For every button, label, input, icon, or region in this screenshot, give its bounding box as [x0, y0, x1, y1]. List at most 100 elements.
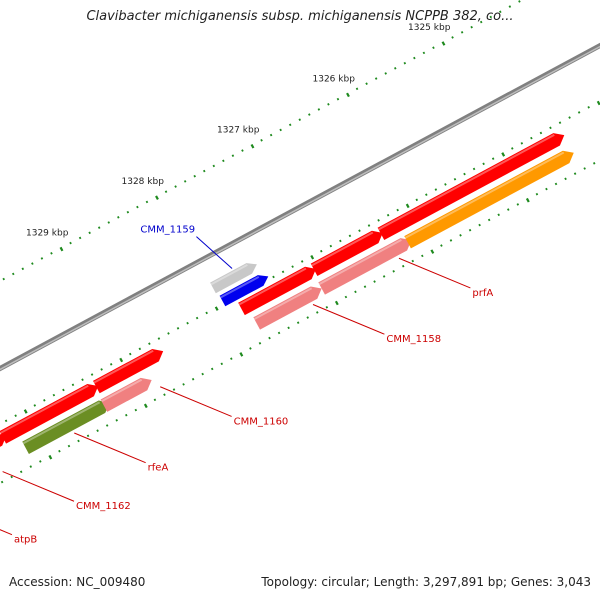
scale-tick [86, 434, 90, 438]
scale-tick [325, 305, 329, 309]
scale-tick [287, 326, 290, 330]
scale-tick [62, 388, 65, 392]
backbone-layer [0, 42, 600, 372]
scale-tick [535, 192, 539, 196]
scale-tick [176, 327, 180, 330]
scale-tick [451, 36, 454, 39]
scale-tick [281, 270, 285, 274]
scale-tick [478, 223, 481, 227]
scale-tick [78, 236, 82, 240]
scale-tick [508, 5, 512, 8]
scale-tick [430, 249, 435, 254]
scale-tick [230, 357, 233, 360]
scale-tick [549, 126, 552, 130]
scale-tick-label: 1329 kbp [26, 228, 69, 238]
scale-tick [384, 72, 387, 75]
gene-label: rfeA [148, 463, 169, 474]
scale-tick [129, 352, 132, 356]
feature-arrow [210, 263, 257, 294]
scale-tick [587, 105, 590, 109]
scale-tick [153, 398, 157, 402]
scale-tick [403, 61, 407, 65]
scale-tick [336, 97, 340, 101]
scale-tick [109, 362, 113, 366]
feature-highlight [93, 349, 154, 384]
scale-tick-label: 1328 kbp [122, 177, 165, 187]
scale-tick [88, 231, 91, 235]
scale-tick [363, 285, 367, 289]
scale-tick [421, 254, 424, 258]
scale-tick [205, 311, 208, 315]
scale-tick [539, 131, 543, 135]
scale-tick [373, 280, 376, 283]
scale-tick [96, 429, 99, 432]
feature-arrow [404, 150, 574, 249]
scale-tick [11, 272, 15, 276]
scale-tick [392, 269, 395, 273]
scale-tick [21, 267, 25, 271]
feature-layer [0, 133, 574, 454]
scale-tick [272, 275, 275, 279]
scale-tick [583, 167, 586, 170]
label-leader-line [398, 257, 471, 289]
scale-tick [463, 172, 466, 176]
scale-tick [167, 332, 170, 335]
scale-tick [479, 20, 483, 24]
scale-tick [143, 403, 148, 409]
feature-arrow [93, 349, 164, 394]
scale-tick [163, 393, 166, 396]
scale-tick [501, 152, 506, 157]
scale-tick [201, 372, 204, 376]
gene-label: atpB [14, 535, 37, 546]
scale-tick [100, 368, 103, 371]
scale-tick [577, 111, 581, 114]
scale-tick [518, 0, 521, 3]
feature-arrow [377, 133, 565, 241]
scale-tick [339, 239, 342, 243]
label-leader-line [312, 304, 385, 335]
gene-label: CMM_1160 [234, 416, 289, 427]
scale-tick [157, 337, 161, 340]
label-leader-line [2, 471, 75, 502]
scale-tick [386, 213, 390, 217]
feature-arrow [22, 400, 110, 454]
scale-tick [564, 177, 567, 181]
scale-tick [320, 249, 323, 253]
scale-tick [249, 347, 252, 350]
scale-tick [298, 118, 302, 122]
scale-tick [210, 367, 214, 371]
scale-tick [365, 82, 368, 86]
scale-tick [310, 254, 315, 260]
scale-tick [425, 193, 428, 196]
scale-tick [183, 180, 187, 183]
feature-highlight [238, 267, 307, 306]
scale-tick [354, 290, 357, 294]
scale-tick [460, 31, 464, 34]
scale-tick [117, 216, 120, 219]
gene-label: CMM_1159 [140, 225, 195, 236]
scale-tick [327, 102, 330, 106]
backbone-line [0, 42, 600, 372]
scale-tick [19, 470, 23, 474]
scale-tick [434, 188, 438, 191]
scale-tick [4, 419, 8, 423]
scale-tick [482, 162, 485, 166]
scale-tick [568, 116, 571, 119]
scale-tick [58, 449, 61, 453]
scale-tick [52, 393, 56, 397]
scale-tick [202, 169, 206, 173]
scale-tick [107, 221, 111, 224]
scale-tick [155, 195, 159, 200]
scale-tick [573, 172, 577, 175]
scale-tick [40, 257, 44, 260]
feature-highlight [253, 287, 313, 320]
scale-tick [306, 316, 309, 319]
scale-tick [77, 439, 80, 443]
scale-tick [374, 77, 378, 80]
scale-tick [193, 174, 196, 178]
gene-label: CMM_1162 [76, 501, 131, 512]
scale-tick [444, 183, 447, 186]
scale-tick [174, 185, 177, 188]
label-layer: CMM_1159 prfA CMM_1158 CMM_1160 rfeA CMM_1162… [0, 225, 493, 546]
